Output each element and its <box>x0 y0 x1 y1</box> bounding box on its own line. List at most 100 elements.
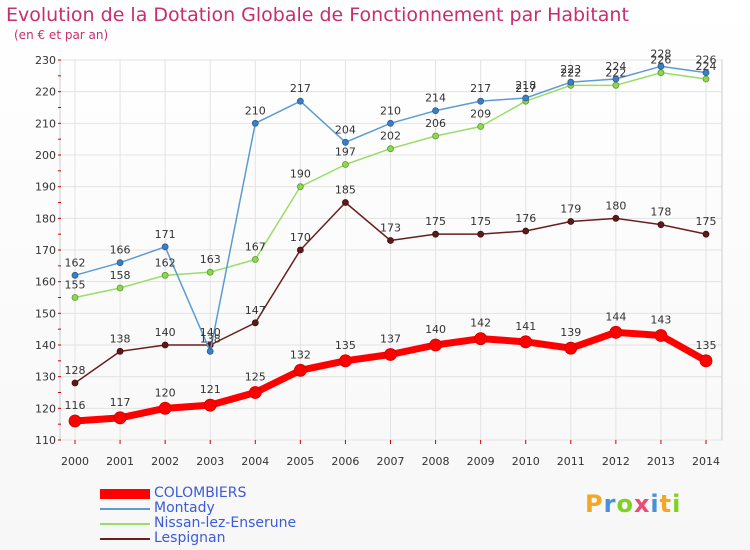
y-tick-label-190: 190 <box>35 181 56 194</box>
point-lespignan-2014 <box>702 230 710 238</box>
point-colombiers-2010 <box>519 335 533 349</box>
data-label-montady-2014: 226 <box>696 54 717 67</box>
data-label-lespignan-2009: 175 <box>470 215 491 228</box>
data-label-nissan-lez-enserune-2007: 202 <box>380 130 401 143</box>
data-label-colombiers-2014: 135 <box>696 339 717 352</box>
x-tick-label-2002: 2002 <box>151 455 179 468</box>
y-tick-label-110: 110 <box>35 434 56 447</box>
point-lespignan-2007 <box>387 237 394 244</box>
point-montady-2002 <box>161 243 169 251</box>
data-label-colombiers-2013: 143 <box>650 314 671 327</box>
point-montady-2006 <box>342 138 349 146</box>
data-label-montady-2001: 166 <box>110 244 131 257</box>
data-label-lespignan-2008: 175 <box>425 215 446 228</box>
data-label-lespignan-2003: 140 <box>200 326 221 339</box>
data-label-colombiers-2008: 140 <box>425 323 446 336</box>
x-tick-label-2000: 2000 <box>61 455 89 468</box>
legend-label-colombiers: COLOMBIERS <box>154 485 247 501</box>
point-montady-2001 <box>116 259 124 267</box>
point-lespignan-2005 <box>296 246 304 254</box>
y-tick-label-230: 230 <box>35 54 56 67</box>
point-lespignan-2001 <box>116 347 124 355</box>
legend-item-lespignan: Lespignan <box>100 531 296 546</box>
point-montady-2000 <box>71 271 79 279</box>
x-tick-label-2003: 2003 <box>196 455 224 468</box>
point-lespignan-2002 <box>161 341 169 349</box>
point-montady-2004 <box>251 119 259 127</box>
data-label-nissan-lez-enserune-2005: 190 <box>290 168 311 181</box>
data-label-nissan-lez-enserune-2000: 155 <box>65 279 86 292</box>
data-label-colombiers-2011: 139 <box>560 326 581 339</box>
point-colombiers-2000 <box>68 414 82 428</box>
point-colombiers-2009 <box>474 332 488 346</box>
x-tick-label-2004: 2004 <box>241 455 269 468</box>
data-label-montady-2000: 162 <box>65 256 86 269</box>
data-label-colombiers-2006: 135 <box>335 339 356 352</box>
chart-subtitle: (en € et par an) <box>14 28 109 42</box>
x-tick-label-2010: 2010 <box>512 455 540 468</box>
data-label-lespignan-2012: 180 <box>605 199 626 212</box>
legend-label-montady: Montady <box>154 500 215 516</box>
point-lespignan-2006 <box>342 199 349 206</box>
data-label-colombiers-2010: 141 <box>515 320 536 333</box>
x-tick-label-2007: 2007 <box>377 455 405 468</box>
data-label-montady-2010: 218 <box>515 79 536 92</box>
chart-title: Evolution de la Dotation Globale de Fonc… <box>6 4 629 26</box>
data-label-nissan-lez-enserune-2014: 224 <box>696 60 717 73</box>
data-label-lespignan-2004: 147 <box>245 304 266 317</box>
point-nissan-lez-enserune-2001 <box>116 284 124 292</box>
y-tick-label-210: 210 <box>35 117 56 130</box>
legend-item-nissan: Nissan-lez-Enserune <box>100 516 296 531</box>
x-tick-label-2001: 2001 <box>106 455 134 468</box>
point-lespignan-2013 <box>657 221 665 229</box>
x-tick-label-2005: 2005 <box>286 455 314 468</box>
point-montady-2009 <box>477 97 485 105</box>
point-montady-2014 <box>702 69 710 77</box>
point-montady-2007 <box>387 119 394 127</box>
point-colombiers-2004 <box>248 386 262 399</box>
point-lespignan-2008 <box>432 230 439 238</box>
data-label-colombiers-2012: 144 <box>605 310 626 323</box>
point-nissan-lez-enserune-2009 <box>477 123 485 130</box>
legend-item-colombiers: COLOMBIERS <box>100 486 296 501</box>
point-montady-2003 <box>206 347 214 355</box>
point-colombiers-2008 <box>429 338 442 352</box>
point-nissan-lez-enserune-2013 <box>657 69 665 77</box>
point-nissan-lez-enserune-2006 <box>342 161 349 168</box>
y-tick-label-180: 180 <box>35 212 56 225</box>
legend-swatch-montady <box>100 507 150 510</box>
y-tick-label-220: 220 <box>35 86 56 99</box>
data-label-lespignan-2007: 173 <box>380 222 401 235</box>
data-label-lespignan-2005: 170 <box>290 231 311 244</box>
point-colombiers-2005 <box>293 363 307 377</box>
data-label-lespignan-2014: 175 <box>696 215 717 228</box>
data-label-montady-2009: 217 <box>470 82 491 95</box>
x-tick-label-2014: 2014 <box>692 455 720 468</box>
data-label-montady-2007: 210 <box>380 104 401 117</box>
legend-label-nissan: Nissan-lez-Enserune <box>154 515 297 531</box>
x-tick-label-2009: 2009 <box>467 455 495 468</box>
legend-label-lespignan: Lespignan <box>154 530 226 546</box>
point-lespignan-2009 <box>477 230 485 238</box>
point-nissan-lez-enserune-2004 <box>251 256 259 263</box>
x-tick-label-2013: 2013 <box>647 455 675 468</box>
x-tick-label-2012: 2012 <box>602 455 630 468</box>
point-lespignan-2004 <box>251 319 259 327</box>
data-label-nissan-lez-enserune-2003: 163 <box>200 253 221 266</box>
point-nissan-lez-enserune-2008 <box>432 132 439 140</box>
data-label-colombiers-2004: 125 <box>245 371 266 384</box>
data-label-nissan-lez-enserune-2001: 158 <box>110 269 131 282</box>
data-label-colombiers-2002: 120 <box>155 386 176 399</box>
x-tick-label-2008: 2008 <box>422 455 450 468</box>
point-nissan-lez-enserune-2012 <box>612 81 620 89</box>
point-lespignan-2000 <box>71 379 79 387</box>
data-label-nissan-lez-enserune-2006: 197 <box>335 146 356 159</box>
data-label-nissan-lez-enserune-2010: 217 <box>515 82 536 95</box>
data-label-lespignan-2001: 138 <box>110 332 131 345</box>
data-label-colombiers-2003: 121 <box>200 383 221 396</box>
point-montady-2011 <box>567 78 575 86</box>
legend: COLOMBIERS Montady Nissan-lez-Enserune L… <box>100 486 296 546</box>
data-label-lespignan-2010: 176 <box>515 212 536 225</box>
point-colombiers-2003 <box>203 398 217 412</box>
